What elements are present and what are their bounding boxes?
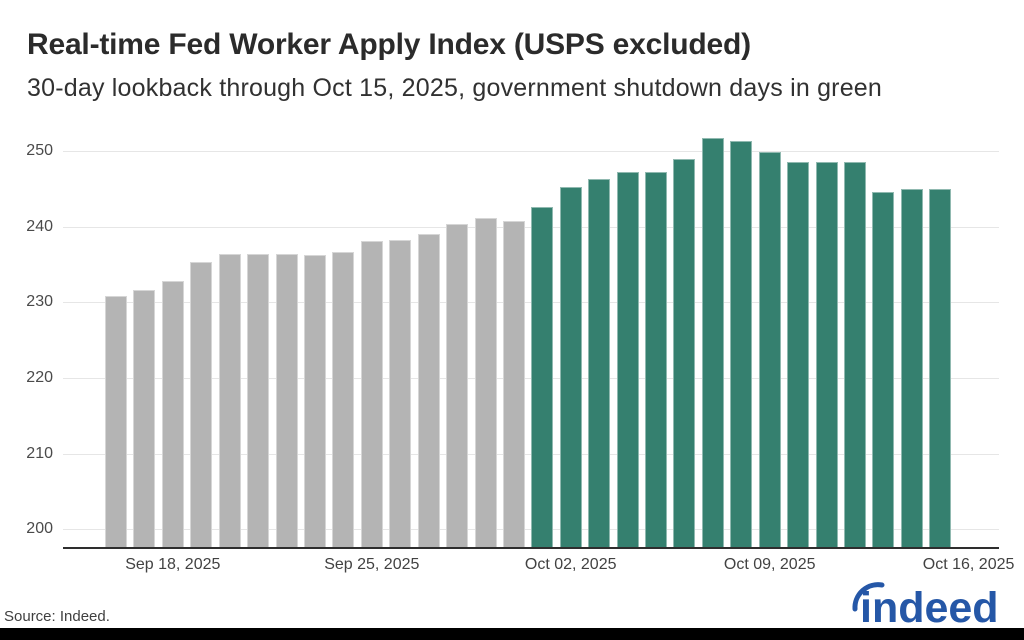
gridline: [63, 151, 999, 153]
bar: [502, 221, 525, 548]
y-tick-label: 210: [26, 444, 53, 462]
bar: [559, 187, 582, 548]
bar: [787, 162, 810, 548]
footer-bar: [0, 628, 1024, 640]
indeed-logo-graphic: indeed: [852, 582, 999, 632]
bar: [843, 161, 866, 548]
bar: [389, 240, 412, 548]
gridline: [63, 226, 999, 228]
bar: [531, 207, 554, 548]
bar: [190, 262, 213, 548]
bar: [161, 281, 184, 548]
indeed-swoosh-icon: [852, 582, 885, 612]
bar: [645, 171, 667, 548]
bar: [616, 172, 639, 548]
gridline: [63, 377, 999, 379]
bar: [446, 223, 468, 548]
x-axis-line: [63, 547, 999, 549]
y-tick-label: 250: [26, 142, 53, 160]
gridline: [63, 453, 999, 455]
bar: [872, 191, 895, 548]
bar: [815, 162, 838, 548]
bar: [730, 141, 753, 548]
x-tick-label: Oct 16, 2025: [922, 556, 1015, 573]
x-tick-label: Oct 09, 2025: [723, 556, 816, 573]
bar: [360, 241, 383, 548]
bar: [417, 233, 440, 548]
y-tick-label: 200: [26, 520, 53, 538]
chart-title: Real-time Fed Worker Apply Index (USPS e…: [27, 28, 751, 61]
x-tick-label: Sep 25, 2025: [324, 556, 420, 573]
bar: [332, 251, 355, 548]
y-tick-label: 230: [26, 293, 53, 311]
bar: [105, 295, 127, 548]
bar: [247, 253, 270, 548]
bar: [474, 217, 497, 548]
bar: [900, 188, 923, 548]
bar: [673, 159, 696, 548]
bar: [133, 290, 156, 548]
bar: [218, 253, 241, 548]
bar: [588, 179, 611, 548]
indeed-logo: indeed: [848, 578, 999, 632]
bar: [275, 253, 298, 548]
bar: [929, 188, 952, 548]
y-tick-label: 220: [26, 368, 53, 386]
chart-subtitle: 30-day lookback through Oct 15, 2025, go…: [27, 74, 883, 102]
bar: [303, 255, 326, 548]
gridline: [63, 529, 999, 531]
x-tick-label: Oct 02, 2025: [524, 556, 617, 573]
indeed-logo-text: indeed: [860, 584, 998, 628]
y-tick-label: 240: [26, 217, 53, 235]
bar: [758, 151, 781, 548]
bar: [701, 137, 724, 548]
gridline: [63, 302, 999, 304]
source-note: Source: Indeed.: [4, 608, 110, 625]
x-tick-label: Sep 18, 2025: [125, 556, 221, 573]
